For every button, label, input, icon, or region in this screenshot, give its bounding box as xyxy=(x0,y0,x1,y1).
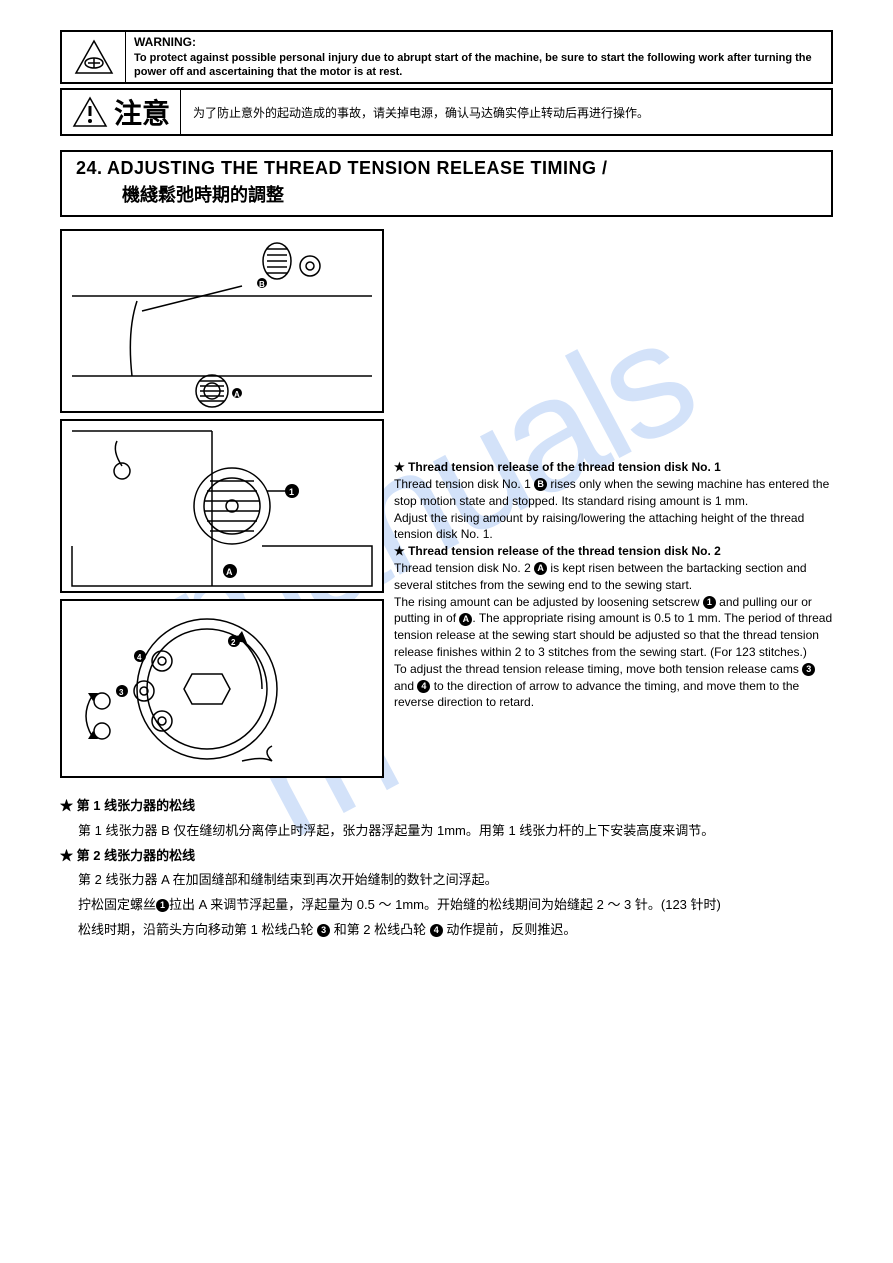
zh-heading-1: ★ 第 1 线张力器的松线 xyxy=(60,794,833,819)
en-para-4: The rising amount can be adjusted by loo… xyxy=(394,594,833,661)
zh-marker-3: 3 xyxy=(317,924,330,937)
marker-B: B xyxy=(534,478,547,491)
en-p5b: and xyxy=(394,679,417,693)
en-p3a: Thread tension disk No. 2 xyxy=(394,561,534,575)
zh-para-3: 拧松固定螺丝1拉出 A 来调节浮起量，浮起量为 0.5 ～ 1mm。开始缝的松线… xyxy=(78,893,833,918)
en-para-2: Adjust the rising amount by raising/lowe… xyxy=(394,510,833,544)
section-title-en: ADJUSTING THE THREAD TENSION RELEASE TIM… xyxy=(107,158,608,178)
caution-label: 注意 xyxy=(114,92,170,132)
marker-1: 1 xyxy=(703,596,716,609)
svg-text:A: A xyxy=(234,390,240,399)
en-para-3: Thread tension disk No. 2 A is kept rise… xyxy=(394,560,833,594)
zh-p3a: 拧松固定螺丝 xyxy=(78,897,156,912)
en-para-5: To adjust the thread tension release tim… xyxy=(394,661,833,711)
caution-left: 注意 xyxy=(62,90,181,134)
marker-A-2: A xyxy=(459,613,472,626)
diagram-3-svg: 4 3 2 xyxy=(62,601,382,776)
warning-text-cell: WARNING: To protect against possible per… xyxy=(126,32,831,82)
zh-heading-2: ★ 第 2 线张力器的松线 xyxy=(60,844,833,869)
marker-4: 4 xyxy=(417,680,430,693)
section-header: 24. ADJUSTING THE THREAD TENSION RELEASE… xyxy=(60,150,833,217)
en-p4a: The rising amount can be adjusted by loo… xyxy=(394,595,703,609)
diagram-column: A B xyxy=(60,229,380,784)
en-p1a: Thread tension disk No. 1 xyxy=(394,477,534,491)
zh-p3b: 拉出 A 来调节浮起量，浮起量为 0.5 ～ 1mm。开始缝的松线期间为始缝起 … xyxy=(169,897,721,912)
en-heading-2: ★ Thread tension release of the thread t… xyxy=(394,543,833,560)
diagram-3: 4 3 2 xyxy=(60,599,384,778)
zh-marker-4: 4 xyxy=(430,924,443,937)
zh-p4c: 动作提前，反则推迟。 xyxy=(443,922,577,937)
warning-triangle-icon xyxy=(74,39,114,75)
section-title-zh: 機綫鬆弛時期的調整 xyxy=(122,181,817,207)
svg-text:2: 2 xyxy=(231,638,236,647)
caution-text: 为了防止意外的起动造成的事故，请关掉电源，确认马达确实停止转动后再进行操作。 xyxy=(181,98,831,127)
svg-text:1: 1 xyxy=(289,487,294,497)
svg-text:A: A xyxy=(226,567,233,577)
diagram-2-svg: 1 A xyxy=(62,421,382,591)
caution-box: 注意 为了防止意外的起动造成的事故，请关掉电源，确认马达确实停止转动后再进行操作… xyxy=(60,88,833,136)
section-number: 24. xyxy=(76,158,103,178)
zh-p4b: 和第 2 松线凸轮 xyxy=(330,922,430,937)
warning-label: WARNING: xyxy=(134,35,823,51)
text-column-en: ★ Thread tension release of the thread t… xyxy=(394,229,833,784)
zh-para-1: 第 1 线张力器 B 仅在缝纫机分离停止时浮起，张力器浮起量为 1mm。用第 1… xyxy=(78,819,833,844)
en-heading-1: ★ Thread tension release of the thread t… xyxy=(394,459,833,476)
marker-A: A xyxy=(534,562,547,575)
en-p5c: to the direction of arrow to advance the… xyxy=(394,679,799,710)
diagram-1-svg: A B xyxy=(62,231,382,411)
zh-para-4: 松线时期，沿箭头方向移动第 1 松线凸轮 3 和第 2 松线凸轮 4 动作提前，… xyxy=(78,918,833,943)
warning-text: To protect against possible personal inj… xyxy=(134,51,823,80)
zh-para-2: 第 2 线张力器 A 在加固缝部和缝制结束到再次开始缝制的数针之间浮起。 xyxy=(78,868,833,893)
warning-box: WARNING: To protect against possible per… xyxy=(60,30,833,84)
svg-text:3: 3 xyxy=(119,688,124,697)
diagram-1: A B xyxy=(60,229,384,413)
en-para-1: Thread tension disk No. 1 B rises only w… xyxy=(394,476,833,510)
diagram-2: 1 A xyxy=(60,419,384,593)
warning-icon-cell xyxy=(62,32,126,82)
zh-p4a: 松线时期，沿箭头方向移动第 1 松线凸轮 xyxy=(78,922,317,937)
text-column-zh: ★ 第 1 线张力器的松线 第 1 线张力器 B 仅在缝纫机分离停止时浮起，张力… xyxy=(60,794,833,942)
en-p5a: To adjust the thread tension release tim… xyxy=(394,662,802,676)
caution-triangle-icon xyxy=(72,96,108,128)
zh-marker-1: 1 xyxy=(156,899,169,912)
marker-3: 3 xyxy=(802,663,815,676)
svg-text:B: B xyxy=(259,280,265,289)
svg-text:4: 4 xyxy=(137,653,142,662)
content-row: A B xyxy=(60,229,833,784)
